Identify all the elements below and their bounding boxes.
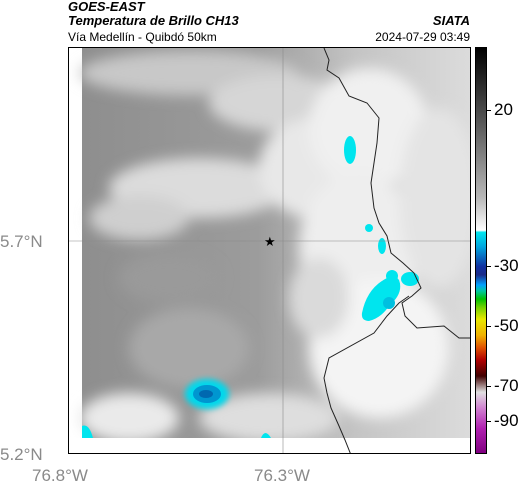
- colorbar-label-2: -30: [494, 256, 519, 275]
- image-timestamp: 2024-07-29 03:49: [375, 30, 470, 44]
- route-subtitle: Vía Medellín - Quibdó 50km: [68, 30, 217, 44]
- colorbar-label-5: -90: [494, 411, 519, 430]
- organization-name: SIATA: [432, 13, 470, 28]
- lon-tick-label-1: 76.8°W: [32, 466, 88, 485]
- colorbar-label-4: -70: [494, 376, 519, 395]
- river-border: [323, 295, 410, 453]
- colorbar-tick: [487, 386, 491, 387]
- satellite-map: ★: [68, 47, 471, 454]
- cloud-field: [79, 51, 470, 443]
- colorbar-tick: [487, 326, 491, 327]
- temperature-colorbar: [475, 47, 487, 454]
- colorbar-label-1: 20: [494, 100, 513, 119]
- location-star-marker: ★: [264, 235, 276, 250]
- colorbar-tick: [487, 110, 491, 111]
- lat-tick-label-2: 5.2°N: [0, 445, 43, 464]
- lon-tick-label-2: 76.3°W: [254, 466, 310, 485]
- colorbar-tick: [487, 421, 491, 422]
- colorbar-label-3: -50: [494, 316, 519, 335]
- cold-cloud-tops: [82, 136, 419, 438]
- colorbar-tick: [487, 266, 491, 267]
- map-canvas: ★: [69, 48, 470, 453]
- coastline-border: [323, 48, 470, 339]
- product-title: Temperatura de Brillo CH13: [68, 13, 239, 28]
- satellite-image: [79, 48, 470, 443]
- lat-tick-label-1: 5.7°N: [0, 232, 43, 251]
- satellite-name: GOES-EAST: [68, 0, 145, 14]
